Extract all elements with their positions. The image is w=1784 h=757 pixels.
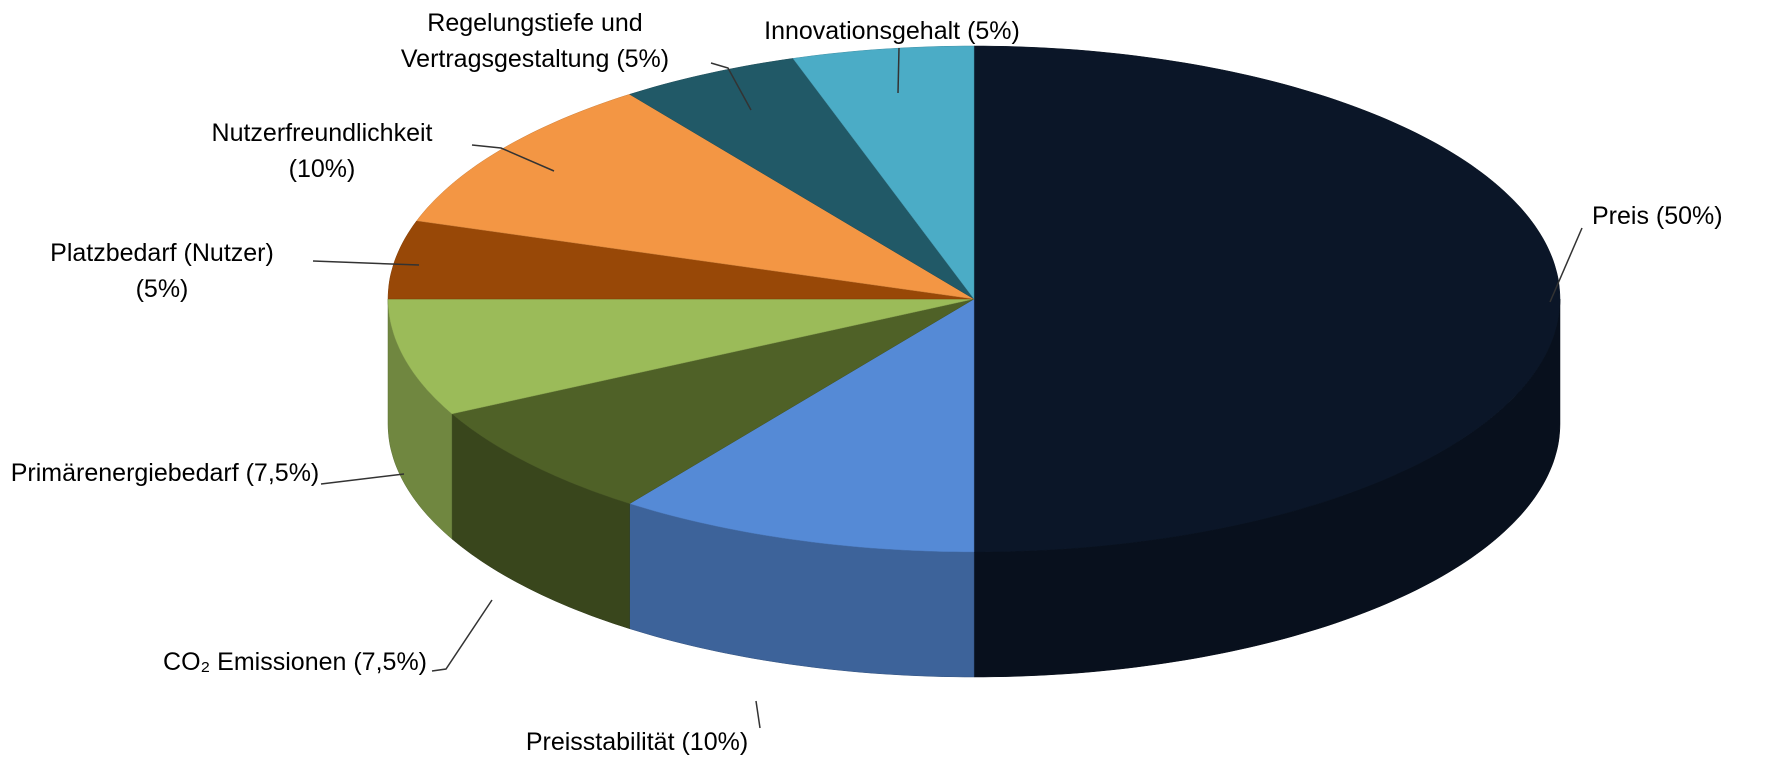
leader-line: [431, 599, 493, 672]
slice-value: (5%): [135, 275, 189, 303]
slice: [387, 220, 975, 300]
slice-label: Platzbedarf (Nutzer) (5%): [22, 235, 302, 307]
slice-value: (5%): [616, 45, 670, 73]
slice-name: Regelungstiefe und Vertragsgestaltung: [400, 9, 643, 73]
slice-value: (10%): [288, 155, 356, 183]
leader-line: [710, 62, 752, 111]
leader-line: [897, 47, 900, 94]
slice: [628, 298, 975, 553]
slice: [387, 298, 975, 415]
slice-value: (50%): [1655, 202, 1723, 230]
leader-line: [755, 700, 761, 729]
slice-name: Platzbedarf (Nutzer): [50, 239, 274, 267]
slice-label: Regelungstiefe und Vertragsgestaltung (5…: [380, 5, 690, 77]
slice: [792, 45, 975, 300]
slice-label: Primärenergiebedarf (7,5%): [5, 455, 325, 491]
slice-name: CO₂ Emissionen: [163, 648, 347, 676]
slice-name: Primärenergiebedarf: [10, 459, 239, 487]
leader-line: [471, 144, 555, 172]
slice-value: (10%): [681, 728, 749, 756]
leader-line: [312, 260, 420, 266]
leader-line: [320, 473, 405, 485]
slice-label: Preisstabilität (10%): [487, 724, 787, 757]
slice: [416, 94, 975, 300]
slice-name: Preisstabilität: [525, 728, 675, 756]
leader-line: [1549, 227, 1583, 303]
slice-name: Innovationsgehalt: [764, 17, 961, 45]
slice-label: CO₂ Emissionen (7,5%): [127, 644, 427, 680]
slice-value: (5%): [967, 17, 1020, 45]
slice: [973, 45, 1561, 553]
slice-value: (7,5%): [353, 648, 427, 676]
slice-label: Nutzerfreundlichkeit (10%): [192, 115, 452, 187]
slice: [628, 58, 975, 300]
slice: [451, 298, 975, 504]
slice-name: Nutzerfreundlichkeit: [211, 119, 433, 147]
slice-value: (7,5%): [245, 459, 320, 487]
slice-label: Preis (50%): [1592, 198, 1782, 234]
slice-name: Preis: [1592, 202, 1649, 230]
slice-label: Innovationsgehalt (5%): [722, 13, 1062, 49]
